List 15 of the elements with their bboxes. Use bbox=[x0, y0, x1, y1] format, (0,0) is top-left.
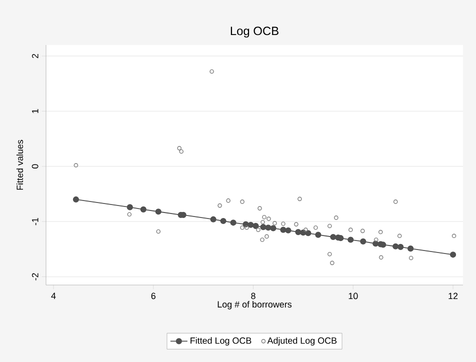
x-tick-label: 10 bbox=[348, 292, 358, 300]
y-tick-label: -2 bbox=[32, 273, 38, 280]
x-tick-label: 6 bbox=[151, 292, 156, 300]
x-axis-title: Log # of borrowers bbox=[218, 300, 292, 310]
y-tick-label: -1 bbox=[32, 218, 38, 226]
y-tick-label: 2 bbox=[32, 54, 38, 58]
y-tick-label: 0 bbox=[32, 164, 38, 169]
x-tick-label: 4 bbox=[51, 292, 56, 299]
legend-label: Adjuted Log OCB bbox=[267, 337, 337, 346]
legend-label: Fitted Log OCB bbox=[190, 337, 252, 346]
x-tick-label: 8 bbox=[251, 292, 256, 300]
y-axis-title: Fitted values bbox=[16, 140, 24, 190]
y-tick-label: 1 bbox=[32, 109, 38, 114]
chart-title: Log OCB bbox=[230, 26, 278, 38]
x-tick-label: 12 bbox=[448, 292, 458, 300]
